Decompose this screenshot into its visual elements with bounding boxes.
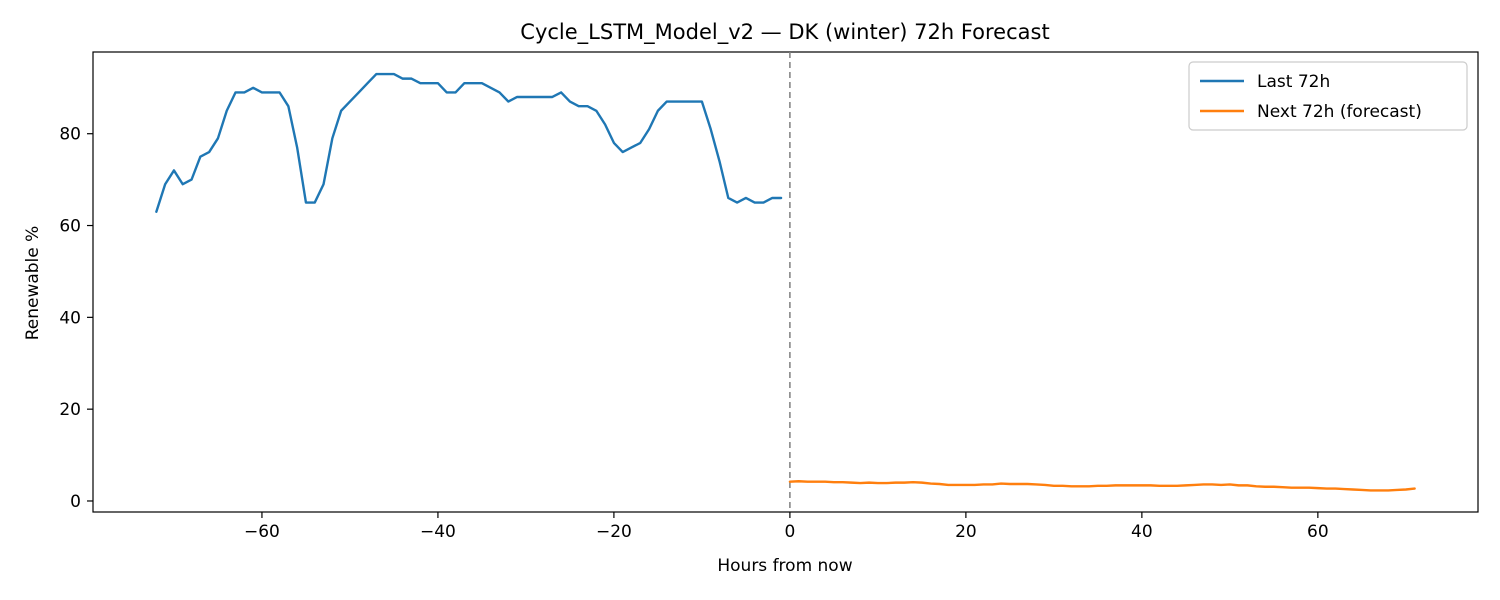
y-tick-label: 20 [59,400,81,420]
legend-box [1188,61,1468,131]
chart-title: Cycle_LSTM_Model_v2 — DK (winter) 72h Fo… [520,20,1049,45]
x-tick-label: 20 [955,522,977,542]
x-axis-label: Hours from now [717,556,852,576]
y-axis-ticks: 0 20 40 60 80 [59,125,93,512]
axes-frame [92,51,1479,513]
plot-area: −60 −40 −20 0 20 40 60 0 20 40 60 80 [59,51,1479,542]
x-tick-label: −40 [420,522,456,542]
legend: Last 72h Next 72h (forecast) [1188,61,1468,131]
x-tick-label: 0 [784,522,795,542]
series-group [155,72,1416,492]
x-axis-ticks: −60 −40 −20 0 20 40 60 [244,512,1329,542]
series-line-forecast [788,480,1416,492]
y-tick-label: 60 [59,217,81,237]
x-tick-label: −60 [244,522,280,542]
y-axis-label: Renewable % [23,226,43,341]
y-tick-label: 0 [70,492,81,512]
legend-label-forecast: Next 72h (forecast) [1257,102,1422,122]
x-tick-label: −20 [596,522,632,542]
legend-label-last-72h: Last 72h [1257,72,1330,92]
y-tick-label: 80 [59,125,81,145]
x-tick-label: 40 [1131,522,1153,542]
x-tick-label: 60 [1307,522,1329,542]
y-tick-label: 40 [59,308,81,328]
series-line-last-72h [155,72,783,213]
